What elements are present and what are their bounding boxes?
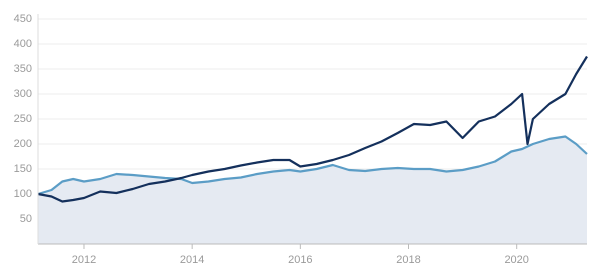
x-tick-label: 2020 — [504, 254, 528, 266]
y-tick-label: 450 — [14, 13, 32, 25]
y-tick-label: 50 — [20, 213, 32, 225]
y-tick-label: 300 — [14, 88, 32, 100]
x-tick-label: 2018 — [396, 254, 420, 266]
y-tick-label: 350 — [14, 63, 32, 75]
y-tick-label: 400 — [14, 38, 32, 50]
y-tick-label: 200 — [14, 138, 32, 150]
line — [37, 55, 588, 203]
y-tick-label: 250 — [14, 113, 32, 125]
area — [38, 136, 587, 244]
x-tick-label: 2014 — [180, 254, 204, 266]
x-tick-label: 2012 — [72, 254, 96, 266]
y-tick-label: 100 — [14, 188, 32, 200]
x-tick-label: 2016 — [288, 254, 312, 266]
line — [37, 135, 588, 196]
y-tick-label: 150 — [14, 163, 32, 175]
